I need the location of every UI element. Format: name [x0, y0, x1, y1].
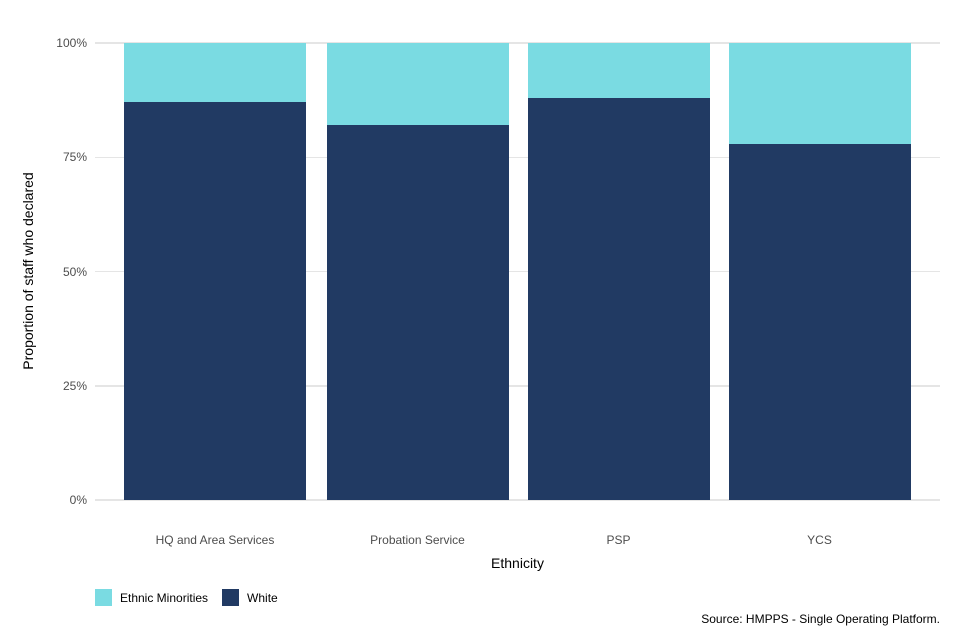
- x-tick-label: PSP: [606, 533, 631, 547]
- gridline: [95, 385, 940, 387]
- x-tick-label: YCS: [807, 533, 832, 547]
- y-tick-label: 0%: [69, 493, 87, 507]
- plot-area: [95, 42, 940, 501]
- segment-ethnic-minorities: [728, 43, 911, 144]
- bar: [728, 43, 911, 500]
- y-tick-label: 75%: [62, 150, 87, 165]
- segment-white: [728, 143, 911, 500]
- y-tick-label: 100%: [56, 36, 87, 50]
- legend-swatch: [222, 589, 240, 606]
- legend-item: White: [222, 589, 278, 606]
- segment-white: [124, 102, 306, 500]
- bar: [527, 43, 710, 500]
- legend: Ethnic Minorities White: [95, 589, 292, 606]
- legend-label: Ethnic Minorities: [120, 590, 209, 605]
- source-note: Source: HMPPS - Single Operating Platfor…: [701, 612, 940, 626]
- x-tick-label: Probation Service: [370, 533, 465, 547]
- legend-label: White: [247, 590, 278, 605]
- x-axis-title: Ethnicity: [491, 555, 544, 571]
- gridline: [95, 42, 940, 44]
- legend-item: Ethnic Minorities: [95, 589, 208, 606]
- bar: [326, 43, 509, 500]
- segment-white: [326, 125, 509, 500]
- y-tick-label: 50%: [62, 264, 87, 279]
- legend-swatch: [95, 589, 112, 606]
- segment-ethnic-minorities: [124, 43, 306, 103]
- gridline: [95, 270, 940, 273]
- bar: [124, 43, 306, 500]
- x-tick-label: HQ and Area Services: [155, 533, 275, 547]
- gridline: [95, 499, 940, 501]
- segment-white: [527, 97, 710, 500]
- gridline: [95, 156, 940, 158]
- segment-ethnic-minorities: [527, 43, 710, 98]
- segment-ethnic-minorities: [326, 43, 509, 126]
- y-tick-label: 25%: [62, 378, 87, 393]
